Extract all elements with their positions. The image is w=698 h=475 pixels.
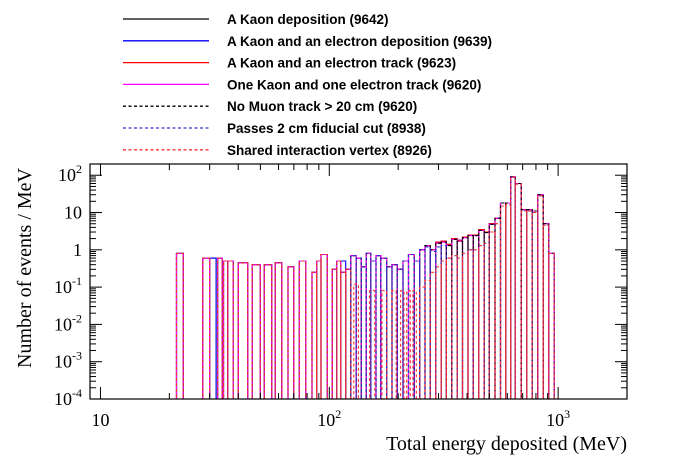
plot-area [90, 176, 627, 400]
series-line-7 [90, 176, 627, 400]
plot-frame [89, 163, 628, 400]
legend-label-1: A Kaon deposition (9642) [227, 12, 389, 27]
y-tick-label: 1 [73, 240, 82, 260]
x-tick-label: 102 [317, 407, 341, 430]
y-tick-label: 10-3 [54, 349, 82, 372]
y-tick-label: 10-2 [54, 311, 82, 334]
legend-label-3: A Kaon and an electron track (9623) [227, 56, 456, 71]
y-tick-label: 10-1 [54, 274, 82, 297]
y-tick-label: 10-4 [54, 386, 82, 409]
legend-label-4: One Kaon and one electron track (9620) [227, 77, 481, 92]
legend-label-2: A Kaon and an electron deposition (9639) [227, 34, 492, 49]
x-tick-label: 103 [546, 407, 570, 430]
axis-ticks: 10 102 103 10-4 10-3 10-2 10-1 1 10 102 [54, 162, 628, 430]
x-axis-label: Total energy deposited (MeV) [386, 433, 627, 455]
legend-label-7: Shared interaction vertex (8926) [227, 143, 432, 158]
x-tick-label: 10 [91, 410, 109, 430]
legend: A Kaon deposition (9642) A Kaon and an el… [123, 12, 492, 158]
legend-label-6: Passes 2 cm fiducial cut (8938) [227, 121, 426, 136]
y-axis-label: Number of events / MeV [14, 167, 36, 368]
legend-label-5: No Muon track > 20 cm (9620) [227, 99, 417, 114]
y-tick-label: 10 [64, 203, 82, 223]
y-tick-label: 102 [58, 162, 82, 185]
